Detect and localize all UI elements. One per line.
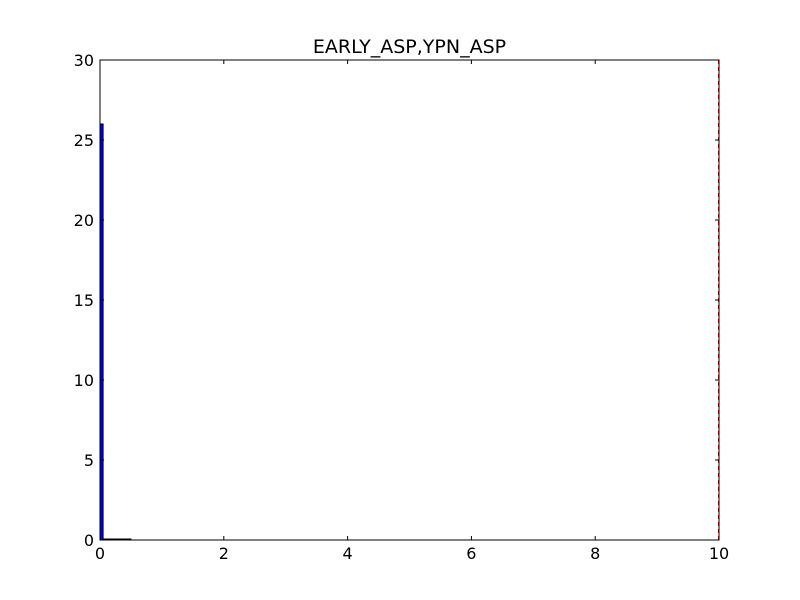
chart-title: EARLY_ASP,YPN_ASP — [313, 36, 506, 58]
x-tick-label: 6 — [466, 544, 476, 563]
y-tick-label: 20 — [74, 211, 94, 230]
x-tick-label: 0 — [95, 544, 105, 563]
y-tick-label: 15 — [74, 291, 94, 310]
plot-frame — [99, 59, 720, 541]
x-tick-label: 8 — [590, 544, 600, 563]
y-tick-label: 10 — [74, 371, 94, 390]
x-tick-label: 2 — [219, 544, 229, 563]
y-tick-label: 30 — [74, 51, 94, 70]
bars-group — [99, 123, 132, 541]
x-tick-label: 10 — [709, 544, 729, 563]
y-axis: 0 5 10 15 20 25 30 — [74, 51, 719, 550]
y-tick-label: 5 — [84, 451, 94, 470]
x-tick-label: 4 — [343, 544, 353, 563]
y-tick-label: 25 — [74, 131, 94, 150]
y-tick-label: 0 — [84, 531, 94, 550]
x-axis: 0 2 4 6 8 10 — [95, 60, 729, 563]
